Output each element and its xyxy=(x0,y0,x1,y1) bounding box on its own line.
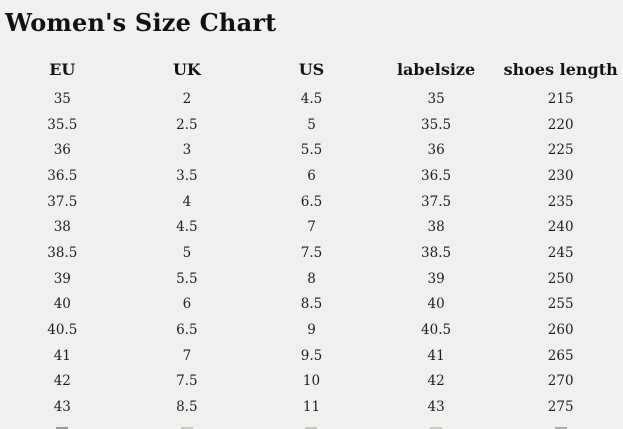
table-cell: 270 xyxy=(547,373,574,390)
table-cell: 5.5 xyxy=(176,270,198,287)
table-cell: 250 xyxy=(547,270,574,287)
table-cell: 42 xyxy=(53,373,71,390)
table-cell: 37.5 xyxy=(47,193,78,210)
table-cell: 40.5 xyxy=(47,322,78,339)
table-cell: 260 xyxy=(547,322,574,339)
table-row: 37.5 4 6.5 37.5 235 xyxy=(0,189,623,215)
table-cell: 5 xyxy=(182,244,192,261)
header-row: EU UK US labelsize shoes length xyxy=(0,52,623,86)
table-cell: 245 xyxy=(547,244,574,261)
table-cell: 7.5 xyxy=(300,244,323,261)
table-cell: 265 xyxy=(547,347,574,364)
table-cell: 255 xyxy=(547,296,574,313)
table-cell: 230 xyxy=(547,167,574,184)
table-cell: 225 xyxy=(547,142,574,159)
table-row: 35 2 4.5 35 215 xyxy=(0,86,623,112)
table-cell: 38 xyxy=(53,219,71,236)
size-chart-table: EU UK US labelsize shoes length 35 2 4.5 35 215 3… xyxy=(0,52,623,420)
table-cell: 38.5 xyxy=(421,244,452,261)
table-header: EU UK US labelsize shoes length xyxy=(0,52,623,86)
column-header: US xyxy=(298,59,325,79)
table-cell: 40 xyxy=(53,296,71,313)
table-cell: 2 xyxy=(182,90,192,107)
table-cell: 8.5 xyxy=(176,399,198,416)
table-cell: 38 xyxy=(427,219,445,236)
table-cell: 215 xyxy=(547,90,574,107)
table-cell: 10 xyxy=(302,373,321,390)
table-cell: 38.5 xyxy=(47,244,78,261)
table-cell: 40.5 xyxy=(421,322,452,339)
table-cell: 7 xyxy=(182,347,192,364)
table-cell: 9.5 xyxy=(300,347,323,364)
column-header: UK xyxy=(172,59,201,79)
table-cell: 4 xyxy=(182,193,192,210)
table-row: 42 7.5 10 42 270 xyxy=(0,369,623,395)
table-cell: 3.5 xyxy=(176,167,198,184)
table-cell: 2.5 xyxy=(176,116,198,133)
table-cell: 8 xyxy=(307,270,316,287)
table-cell: 4.5 xyxy=(300,90,323,107)
table-cell: 35 xyxy=(427,90,445,107)
table-cell: 6 xyxy=(182,296,192,313)
table-cell: 35 xyxy=(53,90,71,107)
table-row: 38.5 5 7.5 38.5 245 xyxy=(0,240,623,266)
table-cell: 35.5 xyxy=(47,116,78,133)
table-cell: 43 xyxy=(427,399,445,416)
table-cell: 6 xyxy=(307,167,316,184)
table-row: 40.5 6.5 9 40.5 260 xyxy=(0,317,623,343)
table-cell: 40 xyxy=(427,296,445,313)
table-cell: 5 xyxy=(307,116,316,133)
table-cell: 43 xyxy=(53,399,71,416)
column-header: shoes length xyxy=(503,59,618,79)
table-cell: 39 xyxy=(53,270,71,287)
table-cell: 41 xyxy=(53,347,71,364)
table-cell: 42 xyxy=(427,373,445,390)
table-row: 40 6 8.5 40 255 xyxy=(0,292,623,318)
table-cell: 3 xyxy=(182,142,192,159)
table-row: 39 5.5 8 39 250 xyxy=(0,266,623,292)
table-cell: 39 xyxy=(427,270,445,287)
size-chart-page: Women's Size Chart EU UK US labelsize shoes … xyxy=(0,8,623,429)
table-cell: 235 xyxy=(547,193,574,210)
column-header: labelsize xyxy=(396,59,476,79)
table-row: 36.5 3.5 6 36.5 230 xyxy=(0,163,623,189)
table-cell: 36 xyxy=(53,142,71,159)
table-cell: 7.5 xyxy=(176,373,198,390)
table-cell: 240 xyxy=(547,219,574,236)
table-cell: 8.5 xyxy=(300,296,323,313)
table-cell: 36.5 xyxy=(421,167,452,184)
table-row: 35.5 2.5 5 35.5 220 xyxy=(0,112,623,138)
table-cell: 35.5 xyxy=(421,116,452,133)
table-cell: 5.5 xyxy=(300,142,323,159)
table-cell: 6.5 xyxy=(176,322,198,339)
table-row: 38 4.5 7 38 240 xyxy=(0,214,623,240)
table-cell: 41 xyxy=(427,347,445,364)
page-title: Women's Size Chart xyxy=(5,8,277,37)
table-cell: 4.5 xyxy=(176,219,198,236)
table-cell: 6.5 xyxy=(300,193,323,210)
table-row: 43 8.5 11 43 275 xyxy=(0,394,623,420)
table-row: 41 7 9.5 41 265 xyxy=(0,343,623,369)
table-body: 35 2 4.5 35 215 35.5 2.5 5 35.5 220 36 3 5.5 36 225 36.… xyxy=(0,86,623,420)
table-cell: 275 xyxy=(547,399,574,416)
column-header: EU xyxy=(49,59,76,79)
table-cell: 220 xyxy=(547,116,574,133)
table-cell: 36 xyxy=(427,142,445,159)
table-row: 36 3 5.5 36 225 xyxy=(0,137,623,163)
table-cell: 37.5 xyxy=(421,193,452,210)
table-cell: 36.5 xyxy=(47,167,78,184)
table-cell: 11 xyxy=(302,399,321,416)
table-cell: 7 xyxy=(307,219,316,236)
table-cell: 9 xyxy=(307,322,316,339)
